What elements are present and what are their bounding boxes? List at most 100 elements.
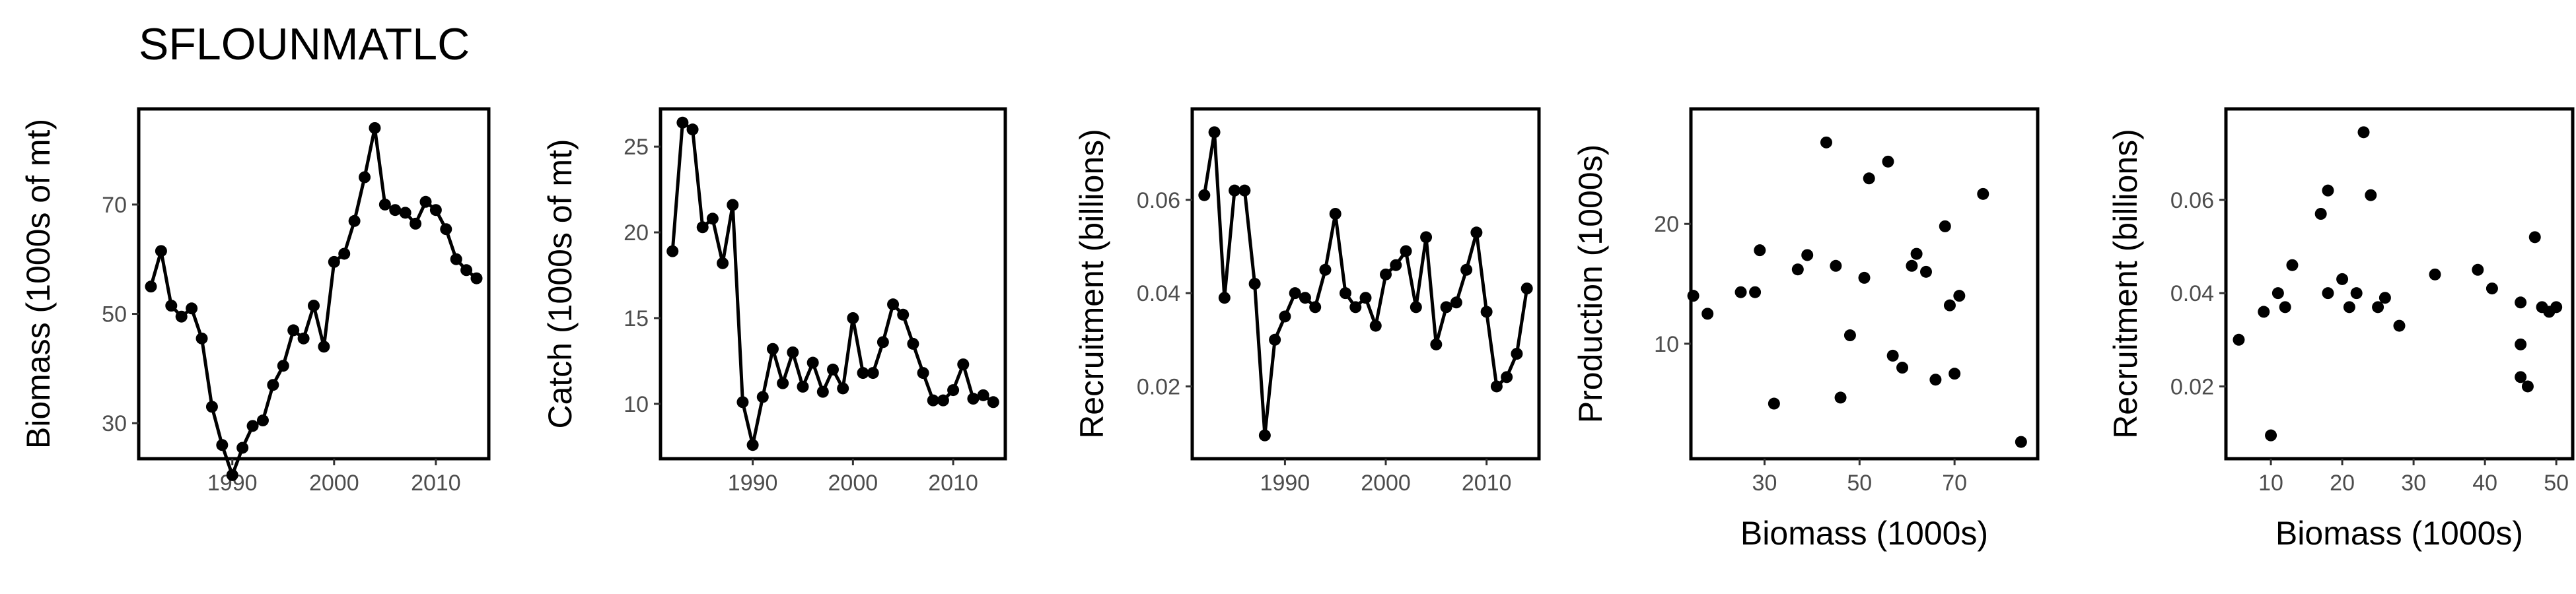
panel-1-point xyxy=(460,264,473,277)
panel-5-point xyxy=(2279,301,2291,314)
panel-1-point xyxy=(359,171,371,183)
panel-2-xtick-label: 2010 xyxy=(928,471,978,496)
panel-5-ytick-label: 0.02 xyxy=(2170,374,2214,399)
panel-4-point xyxy=(1830,259,1842,272)
panel-2-xtick-label: 1990 xyxy=(728,471,778,496)
panel-1-point xyxy=(205,401,218,413)
panel-1-point xyxy=(308,300,320,312)
panel-3-ylabel: Recruitment (billions) xyxy=(1073,129,1110,439)
panel-5-frame xyxy=(2224,107,2575,461)
panel-5-ytick-label: 0.04 xyxy=(2170,281,2214,306)
panel-4-point xyxy=(1834,391,1847,404)
panel-1-point xyxy=(216,439,229,451)
panel-4-point xyxy=(1735,286,1747,298)
panel-3-point xyxy=(1359,292,1372,304)
panel-1-ytick-label: 30 xyxy=(102,411,127,436)
panel-3-point xyxy=(1400,245,1412,257)
panel-1-ytick-label: 70 xyxy=(102,193,127,218)
panel-5-xtick-label: 30 xyxy=(2401,471,2426,496)
panel-2-point xyxy=(907,337,919,350)
panel-3-point xyxy=(1390,259,1402,271)
panel-1-point xyxy=(338,248,351,260)
panel-3-point xyxy=(1289,287,1301,300)
panel-2-ylabel: Catch (1000s of mt) xyxy=(542,139,579,428)
panel-2-point xyxy=(887,298,900,311)
panel-5-point xyxy=(2350,287,2363,300)
panel-5-point xyxy=(2265,429,2277,442)
panel-3-point xyxy=(1218,292,1231,304)
panel-5-xtick-label: 10 xyxy=(2258,471,2283,496)
panel-4-ylabel: Production (1000s) xyxy=(1572,145,1609,423)
panel-5-point xyxy=(2357,126,2370,139)
panel-4-point xyxy=(1749,286,1762,298)
panel-4-point xyxy=(1929,374,1942,386)
panel-2-point xyxy=(686,123,699,136)
panel-2-frame xyxy=(659,107,1007,461)
panel-3-point xyxy=(1329,208,1342,220)
panel-1-point xyxy=(186,302,198,315)
panel-2-point xyxy=(736,396,749,409)
panel-4-ytick-label: 20 xyxy=(1654,212,1679,237)
panel-1-point xyxy=(236,442,249,454)
panel-4-xtick-label: 30 xyxy=(1752,471,1777,496)
panel-3-xtick-label: 1990 xyxy=(1260,471,1310,496)
panel-5-point xyxy=(2372,301,2384,314)
panel-1-point xyxy=(196,332,208,345)
panel-2-point xyxy=(967,393,980,405)
panel-1-ylabel: Biomass (1000s of mt) xyxy=(20,119,57,449)
panel-3-xtick-label: 2010 xyxy=(1462,471,1512,496)
panel-3-frame xyxy=(1190,107,1541,461)
panel-2-ytick-label: 15 xyxy=(624,306,649,331)
panel-1-point xyxy=(369,121,381,134)
panel-2-ytick-label: 25 xyxy=(624,135,649,160)
panel-5-point xyxy=(2336,273,2349,285)
panel-1-point xyxy=(389,204,402,216)
panel-1-point xyxy=(246,420,259,432)
panel-4-point xyxy=(1949,368,1961,380)
panel-2-ytick-label: 20 xyxy=(624,220,649,246)
panel-3-point xyxy=(1490,380,1503,393)
panel-3-point xyxy=(1380,268,1392,280)
panel-1-point xyxy=(378,198,391,211)
figure-title: SFLOUNMATLC xyxy=(139,19,470,69)
panel-5-xtick-label: 50 xyxy=(2544,471,2569,496)
panel-1-point xyxy=(226,469,238,481)
panel-3-point xyxy=(1369,319,1382,332)
panel-5-point xyxy=(2365,189,2377,201)
panel-2-ytick-label: 10 xyxy=(624,392,649,417)
panel-2-point xyxy=(676,116,689,129)
panel-2-point xyxy=(857,367,869,380)
panel-3-point xyxy=(1501,371,1513,383)
panel-1-ytick-label: 50 xyxy=(102,302,127,327)
panel-2-point xyxy=(987,396,999,409)
panel-5-point xyxy=(2521,380,2534,393)
panel-2-point xyxy=(816,385,829,398)
panel-3-point xyxy=(1349,301,1362,314)
panel-3-ytick-label: 0.04 xyxy=(1137,281,1180,306)
panel-1-point xyxy=(155,245,167,257)
panel-4-point xyxy=(1858,271,1871,284)
panel-3-point xyxy=(1309,301,1322,314)
panel-4-point xyxy=(1953,290,1966,302)
panel-5-point xyxy=(2486,282,2498,295)
panel-3-point xyxy=(1248,278,1261,290)
panel-3-point xyxy=(1420,231,1433,244)
panel-5-point xyxy=(2322,184,2334,197)
panel-1-point xyxy=(399,207,411,219)
panel-1-point xyxy=(165,300,178,312)
panel-2-point xyxy=(827,363,839,376)
panel-5-point xyxy=(2528,231,2541,244)
panel-4-frame xyxy=(1689,107,2040,461)
panel-3-point xyxy=(1269,333,1281,346)
panel-2-point xyxy=(977,389,989,401)
panel-1-point xyxy=(318,341,330,353)
panel-2-point xyxy=(806,356,819,369)
panel-2-point xyxy=(717,257,729,269)
panel-5-ylabel: Recruitment (billions) xyxy=(2107,129,2144,439)
panel-4-point xyxy=(1768,397,1780,410)
panel-3-point xyxy=(1410,301,1422,314)
panel-1-point xyxy=(175,310,188,323)
panel-2-point xyxy=(947,384,960,397)
panel-1-point xyxy=(145,280,157,293)
panel-4-xtick-label: 70 xyxy=(1942,471,1967,496)
